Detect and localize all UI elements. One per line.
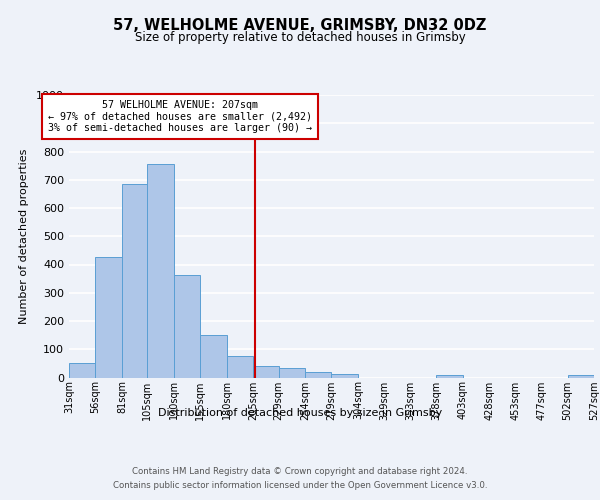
Text: 57 WELHOLME AVENUE: 207sqm
← 97% of detached houses are smaller (2,492)
3% of se: 57 WELHOLME AVENUE: 207sqm ← 97% of deta…: [48, 100, 312, 133]
Bar: [95, 258, 122, 378]
Bar: [436, 375, 463, 378]
Bar: [174, 275, 200, 378]
Text: Contains HM Land Registry data © Crown copyright and database right 2024.: Contains HM Land Registry data © Crown c…: [132, 468, 468, 476]
Bar: [568, 375, 594, 378]
Bar: [200, 334, 227, 378]
Text: Distribution of detached houses by size in Grimsby: Distribution of detached houses by size …: [158, 408, 442, 418]
Bar: [305, 372, 331, 378]
Text: 57, WELHOLME AVENUE, GRIMSBY, DN32 0DZ: 57, WELHOLME AVENUE, GRIMSBY, DN32 0DZ: [113, 18, 487, 32]
Bar: [122, 184, 148, 378]
Y-axis label: Number of detached properties: Number of detached properties: [19, 148, 29, 324]
Bar: [331, 374, 358, 378]
Bar: [227, 356, 253, 378]
Text: Size of property relative to detached houses in Grimsby: Size of property relative to detached ho…: [134, 31, 466, 44]
Bar: [253, 366, 278, 378]
Bar: [278, 368, 305, 378]
Bar: [148, 164, 174, 378]
Text: Contains public sector information licensed under the Open Government Licence v3: Contains public sector information licen…: [113, 481, 487, 490]
Bar: [69, 363, 95, 378]
